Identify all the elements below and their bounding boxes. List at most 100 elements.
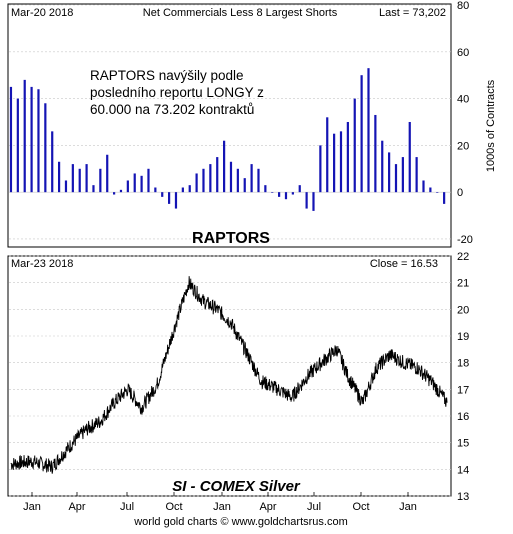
raptors-bar bbox=[140, 175, 143, 193]
raptors-bar bbox=[23, 79, 26, 193]
raptors-bar bbox=[209, 164, 212, 193]
silver-caption: SI - COMEX Silver bbox=[172, 478, 301, 495]
raptors-bar bbox=[291, 192, 294, 195]
raptors-bar bbox=[119, 189, 123, 193]
silver-panel-frame bbox=[7, 255, 452, 497]
silver-y-tick-label: 21 bbox=[457, 278, 469, 290]
raptors-bar bbox=[16, 98, 19, 193]
raptors-bar bbox=[112, 192, 116, 195]
silver-x-tick-label: Oct bbox=[352, 501, 369, 513]
raptors-bar bbox=[278, 192, 281, 197]
silver-x-tick-label: Apr bbox=[68, 501, 85, 513]
raptors-bar bbox=[181, 187, 184, 193]
raptors-bar bbox=[312, 192, 315, 211]
raptors-bar bbox=[202, 168, 205, 193]
silver-x-tick-labels: Jan Apr Jul Oct Jan Apr Jul Oct Jan bbox=[23, 492, 417, 513]
silver-y-tick-label: 19 bbox=[457, 331, 469, 343]
raptors-bar bbox=[236, 168, 239, 193]
silver-close-label: Close = 16.53 bbox=[370, 258, 438, 270]
raptors-last-label: Last = 73,202 bbox=[379, 7, 446, 19]
silver-price-line bbox=[10, 276, 448, 474]
raptors-bar bbox=[443, 192, 446, 204]
silver-x-tick-label: Jul bbox=[307, 501, 321, 513]
raptors-title: Net Commercials Less 8 Largest Shorts bbox=[143, 7, 338, 19]
silver-y-tick-labels: 13 14 15 16 17 18 19 20 21 22 bbox=[457, 251, 469, 503]
raptors-bar bbox=[415, 157, 418, 193]
silver-date-label: Mar-23 2018 bbox=[11, 258, 73, 270]
raptors-bar bbox=[305, 192, 308, 209]
raptors-bar bbox=[154, 187, 157, 193]
raptors-bar bbox=[44, 103, 47, 193]
footer-credit: world gold charts © www.goldchartsrus.co… bbox=[133, 516, 348, 528]
silver-x-tick-label: Jul bbox=[120, 501, 134, 513]
raptors-bar bbox=[429, 187, 432, 193]
raptors-bar bbox=[57, 161, 61, 193]
raptors-bar bbox=[319, 145, 322, 193]
silver-x-tick-label: Oct bbox=[165, 501, 182, 513]
raptors-bar bbox=[298, 185, 301, 193]
raptors-bars bbox=[9, 68, 446, 211]
raptors-date-label: Mar-20 2018 bbox=[11, 7, 73, 19]
raptors-bar bbox=[174, 192, 178, 209]
silver-y-tick-label: 20 bbox=[457, 304, 469, 316]
silver-y-tick-label: 16 bbox=[457, 411, 469, 423]
raptors-bar bbox=[408, 121, 411, 193]
raptors-bar bbox=[71, 164, 74, 193]
raptors-y-tick-label: 80 bbox=[457, 0, 469, 12]
raptors-bar bbox=[229, 161, 233, 193]
annotation-line-2: posledního reportu LONGY z bbox=[90, 85, 264, 100]
raptors-y-tick-label: 0 bbox=[457, 187, 463, 199]
silver-y-tick-label: 14 bbox=[457, 464, 469, 476]
raptors-bar bbox=[9, 86, 13, 193]
silver-y-tick-label: 13 bbox=[457, 491, 469, 503]
silver-x-tick-label: Jan bbox=[399, 501, 417, 513]
raptors-bar bbox=[161, 192, 164, 197]
silver-y-tick-label: 22 bbox=[457, 251, 469, 263]
raptors-bar bbox=[367, 68, 370, 193]
raptors-gridlines bbox=[9, 4, 451, 240]
raptors-bar bbox=[51, 131, 54, 193]
raptors-bar bbox=[85, 164, 88, 193]
raptors-bar bbox=[394, 164, 398, 193]
raptors-bar bbox=[168, 192, 171, 204]
raptors-bar bbox=[360, 75, 363, 193]
raptors-bar bbox=[250, 164, 253, 193]
raptors-y-tick-label: -20 bbox=[457, 234, 473, 246]
raptors-bar bbox=[37, 89, 40, 193]
raptors-y-tick-labels: -20 0 20 40 60 80 bbox=[457, 0, 473, 246]
raptors-bar bbox=[422, 180, 425, 193]
raptors-bar bbox=[346, 121, 349, 193]
raptors-y-tick-label: 40 bbox=[457, 94, 469, 106]
raptors-bar bbox=[326, 117, 329, 193]
raptors-bar bbox=[216, 157, 219, 193]
raptors-bar bbox=[106, 154, 109, 193]
raptors-panel-frame bbox=[7, 3, 452, 248]
raptors-y-axis-label: 1000s of Contracts bbox=[485, 79, 497, 172]
raptors-y-tick-label: 60 bbox=[457, 47, 469, 59]
raptors-bar bbox=[126, 180, 129, 193]
raptors-bar bbox=[436, 192, 439, 193]
raptors-bar bbox=[381, 140, 384, 193]
raptors-bar bbox=[284, 192, 288, 200]
raptors-caption: RAPTORS bbox=[192, 230, 270, 247]
raptors-bar bbox=[264, 185, 267, 193]
raptors-y-tick-label: 20 bbox=[457, 140, 469, 152]
raptors-bar bbox=[401, 157, 404, 193]
silver-y-tick-label: 15 bbox=[457, 438, 469, 450]
raptors-bar bbox=[374, 114, 377, 193]
raptors-bar bbox=[353, 98, 356, 193]
raptors-bar bbox=[271, 192, 274, 193]
annotation-line-3: 60.000 na 73.202 kontraktů bbox=[90, 102, 254, 117]
raptors-bar bbox=[147, 168, 150, 193]
raptors-bar bbox=[78, 168, 81, 193]
raptors-bar bbox=[64, 180, 68, 193]
silver-x-tick-label: Apr bbox=[259, 501, 276, 513]
silver-y-tick-label: 17 bbox=[457, 384, 469, 396]
raptors-bar bbox=[223, 140, 226, 193]
silver-gridlines bbox=[9, 255, 451, 497]
raptors-bar bbox=[188, 185, 191, 193]
raptors-bar bbox=[339, 131, 343, 193]
silver-x-tick-label: Jan bbox=[23, 501, 41, 513]
raptors-bar bbox=[333, 133, 336, 193]
